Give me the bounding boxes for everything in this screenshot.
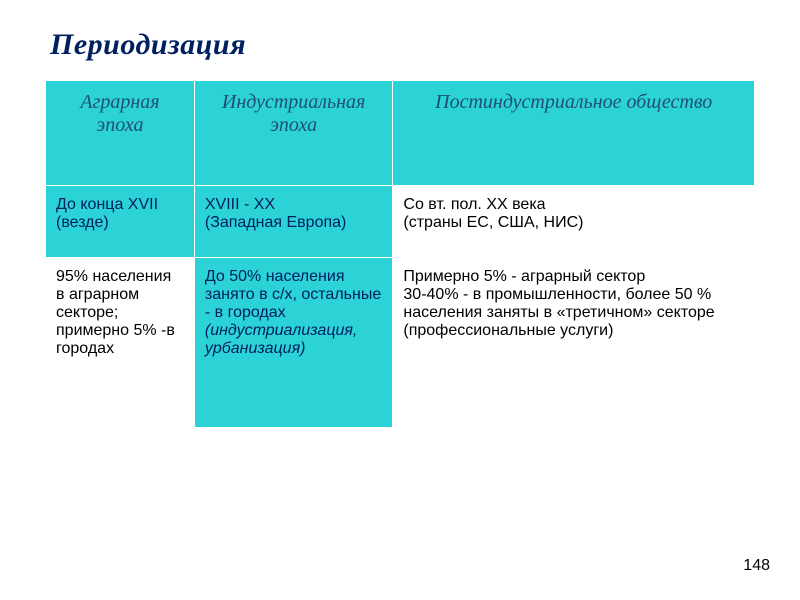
- header-agrarian: Аграрная эпоха: [46, 81, 195, 186]
- periodization-table: Аграрная эпоха Индустриальная эпоха Пост…: [45, 80, 755, 428]
- detail-industrial-plain: До 50% населения занято в с/х, остальные…: [205, 268, 381, 321]
- detail-industrial: До 50% населения занято в с/х, остальные…: [194, 258, 393, 428]
- table-period-row: До конца XVII (везде) XVIII - XX(Западна…: [46, 186, 755, 258]
- period-industrial: XVIII - XX(Западная Европа): [194, 186, 393, 258]
- slide: Периодизация Аграрная эпоха Индустриальн…: [0, 0, 800, 600]
- detail-agrarian: 95% населения в аграрном секторе; пример…: [46, 258, 195, 428]
- period-agrarian: До конца XVII (везде): [46, 186, 195, 258]
- period-postindustrial: Со вт. пол. XX века (страны ЕС, США, НИС…: [393, 186, 755, 258]
- table-detail-row: 95% населения в аграрном секторе; пример…: [46, 258, 755, 428]
- page-number: 148: [743, 557, 770, 575]
- header-industrial: Индустриальная эпоха: [194, 81, 393, 186]
- table-header-row: Аграрная эпоха Индустриальная эпоха Пост…: [46, 81, 755, 186]
- header-postindustrial: Постиндустриальное общество: [393, 81, 755, 186]
- detail-postindustrial: Примерно 5% - аграрный сектор30-40% - в …: [393, 258, 755, 428]
- detail-industrial-italic: (индустриализация, урбанизация): [205, 322, 357, 357]
- slide-title: Периодизация: [50, 28, 755, 62]
